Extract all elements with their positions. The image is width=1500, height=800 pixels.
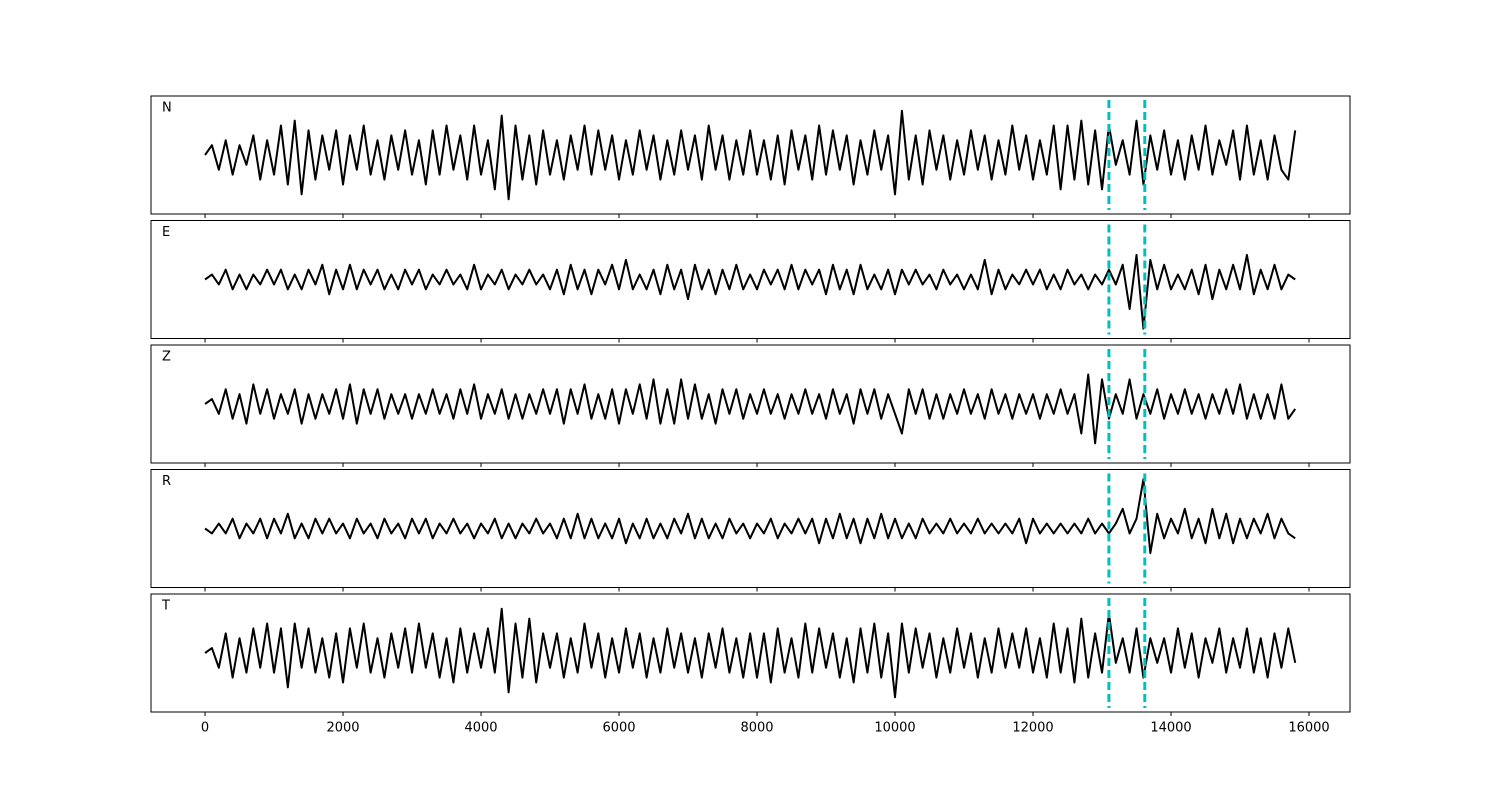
x-tick-label: 2000 xyxy=(326,721,359,736)
panel-frame xyxy=(150,469,1351,588)
panel-frame xyxy=(150,95,1351,215)
x-tick-label: 4000 xyxy=(464,721,497,736)
trace xyxy=(204,607,1297,699)
panel-label: N xyxy=(162,101,172,116)
x-tick-label: 14000 xyxy=(1150,721,1191,736)
trace xyxy=(204,478,1296,555)
x-tick-label: 16000 xyxy=(1288,721,1329,736)
panel-frame xyxy=(150,593,1351,713)
panel-label: E xyxy=(162,225,170,240)
trace xyxy=(204,253,1296,330)
x-tick-label: 12000 xyxy=(1012,721,1053,736)
panel-label: R xyxy=(162,474,171,489)
panel-frame xyxy=(150,344,1351,464)
panel-label: T xyxy=(161,599,170,614)
x-tick-label: 10000 xyxy=(874,721,915,736)
x-tick-label: 6000 xyxy=(602,721,635,736)
panel-frame xyxy=(150,220,1351,339)
panel-label: Z xyxy=(162,350,171,365)
trace xyxy=(204,109,1297,201)
x-tick-label: 0 xyxy=(201,721,209,736)
x-tick-label: 8000 xyxy=(740,721,773,736)
trace xyxy=(204,373,1297,445)
